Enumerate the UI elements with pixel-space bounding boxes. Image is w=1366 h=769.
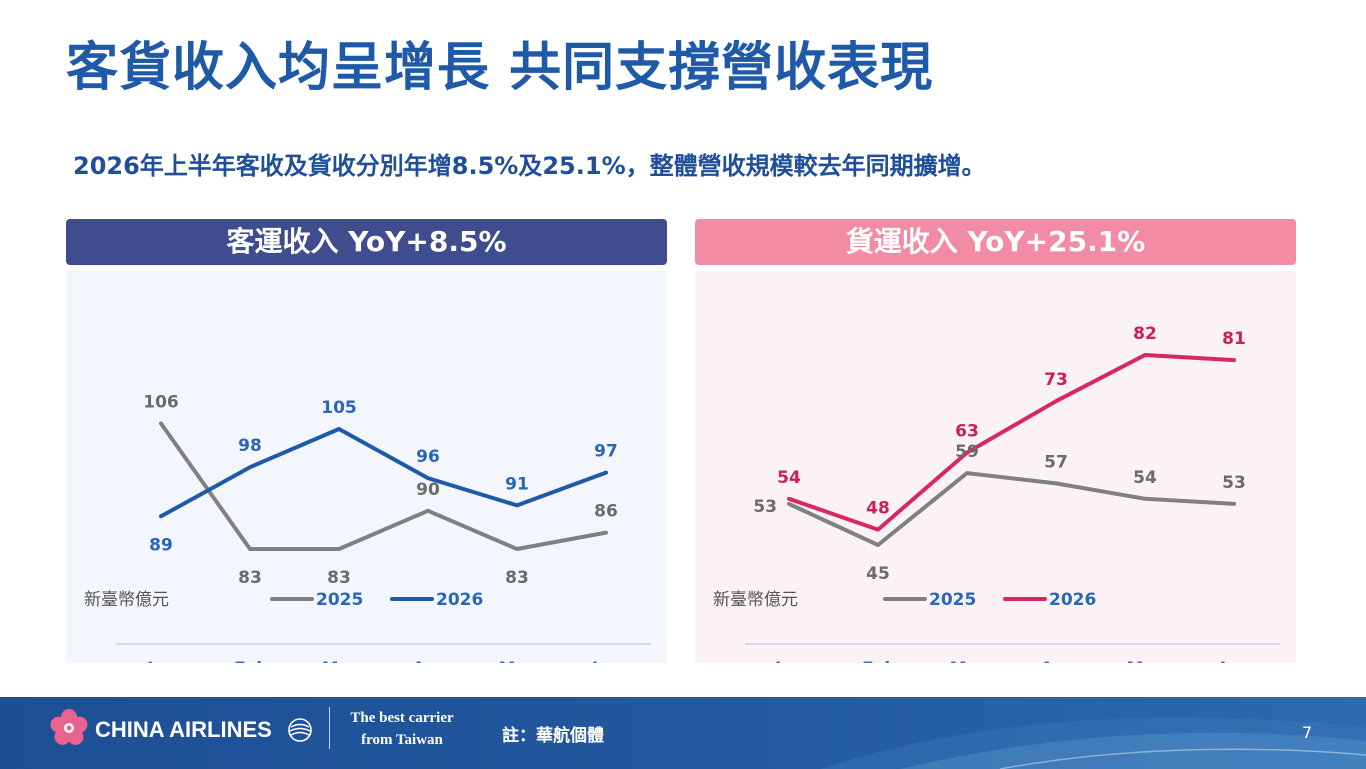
cargo-revenue-chart: 534559575453544863738281新臺幣億元20252026Jan… bbox=[713, 324, 1280, 663]
tagline-line-2: from Taiwan bbox=[361, 732, 443, 748]
page-subtitle: 2026年上半年客收及貨收分別年增8.5%及25.1%，整體營收規模較去年同期擴… bbox=[73, 152, 986, 180]
data-label-2025-May: 54 bbox=[1133, 468, 1157, 488]
footer-divider bbox=[329, 707, 330, 749]
data-label-2025-Jun: 53 bbox=[1222, 473, 1246, 493]
data-label-2026-May: 91 bbox=[505, 474, 529, 494]
data-label-2026-Feb: 48 bbox=[866, 499, 890, 519]
x-tick-label-Feb: Feb bbox=[861, 659, 895, 663]
data-label-2026-Feb: 98 bbox=[238, 436, 262, 456]
x-tick-label-Mar: Mar bbox=[321, 659, 359, 663]
x-tick-label-May: May bbox=[1126, 659, 1166, 663]
data-label-2025-Apr: 90 bbox=[416, 480, 440, 500]
passenger-revenue-panel: 客運收入 YoY+8.5% 106 83 83 90 83 86 89 98 105 96 91 97… bbox=[66, 219, 667, 663]
data-label-2025-May: 83 bbox=[505, 568, 529, 588]
data-label-2026-Jan: 54 bbox=[777, 468, 801, 488]
passenger-revenue-chart-area: 106 83 83 90 83 86 89 98 105 96 91 97 新臺幣億元 2025 2026 J… bbox=[66, 271, 667, 663]
data-label-2026-Mar: 63 bbox=[955, 422, 979, 442]
passenger-revenue-header: 客運收入 YoY+8.5% bbox=[66, 219, 667, 265]
page-number: 7 bbox=[1302, 723, 1313, 742]
cargo-revenue-header: 貨運收入 YoY+25.1% bbox=[695, 219, 1296, 265]
unit-label: 新臺幣億元 bbox=[84, 590, 169, 610]
data-label-2026-Mar: 105 bbox=[321, 398, 357, 418]
x-tick-label-Jan: Jan bbox=[771, 659, 804, 663]
data-label-2025-Jun: 86 bbox=[594, 502, 618, 522]
footer-note: 註：華航個體 bbox=[502, 726, 604, 746]
cargo-revenue-chart-area: 534559575453544863738281新臺幣億元20252026Jan… bbox=[695, 271, 1296, 663]
plum-blossom-icon bbox=[50, 709, 88, 745]
legend-label-2026: 2026 bbox=[436, 590, 483, 610]
unit-label: 新臺幣億元 bbox=[713, 590, 798, 610]
x-tick-label-Apr: Apr bbox=[1037, 659, 1074, 663]
logo-wordmark: CHINA AIRLINES bbox=[95, 717, 272, 742]
series-line-2025 bbox=[787, 471, 1236, 547]
legend-label-2025: 2025 bbox=[316, 590, 363, 610]
data-label-2026-May: 82 bbox=[1133, 324, 1157, 344]
data-label-2026-Apr: 73 bbox=[1044, 370, 1068, 390]
data-label-2025-Feb: 83 bbox=[238, 568, 262, 588]
data-label-2025-Jan: 106 bbox=[143, 393, 179, 413]
skyteam-emblem-icon bbox=[288, 718, 312, 742]
data-label-2025-Apr: 57 bbox=[1044, 452, 1068, 472]
data-label-2026-Jun: 97 bbox=[594, 442, 618, 462]
data-label-2025-Mar: 83 bbox=[327, 568, 351, 588]
passenger-revenue-chart: 106 83 83 90 83 86 89 98 105 96 91 97 新臺幣億元 2025 2026 J… bbox=[84, 393, 651, 663]
x-tick-label-Apr: Apr bbox=[409, 659, 446, 663]
footer-bar: CHINA AIRLINES The best carrier from Tai… bbox=[0, 697, 1366, 769]
tagline-line-1: The best carrier bbox=[350, 710, 454, 726]
x-tick-label-Jan: Jan bbox=[143, 659, 176, 663]
x-tick-label-Feb: Feb bbox=[233, 659, 267, 663]
data-label-2025-Jan: 53 bbox=[753, 497, 777, 517]
data-label-2026-Apr: 96 bbox=[416, 447, 440, 467]
legend-label-2025: 2025 bbox=[929, 590, 976, 610]
series-line-2026 bbox=[159, 427, 608, 519]
legend-label-2026: 2026 bbox=[1049, 590, 1096, 610]
series-line-2026 bbox=[787, 353, 1236, 532]
x-tick-label-Mar: Mar bbox=[949, 659, 987, 663]
data-label-2025-Feb: 45 bbox=[866, 564, 890, 584]
data-label-2025-Mar: 59 bbox=[955, 442, 979, 462]
page-title: 客貨收入均呈增長 共同支撐營收表現 bbox=[66, 38, 934, 98]
data-label-2026-Jun: 81 bbox=[1222, 329, 1246, 349]
series-line-2025 bbox=[159, 421, 608, 551]
data-label-2026-Jan: 89 bbox=[149, 535, 173, 555]
x-tick-label-Jun: Jun bbox=[1216, 659, 1250, 663]
tagline: The best carrier from Taiwan bbox=[338, 707, 466, 751]
x-tick-label-May: May bbox=[498, 659, 538, 663]
cargo-revenue-panel: 貨運收入 YoY+25.1% 53 45 59 57 54 53 54 48 63 73 82 81 新… bbox=[695, 219, 1296, 663]
footer-wave-decoration bbox=[820, 717, 1366, 769]
x-tick-label-Jun: Jun bbox=[588, 659, 622, 663]
